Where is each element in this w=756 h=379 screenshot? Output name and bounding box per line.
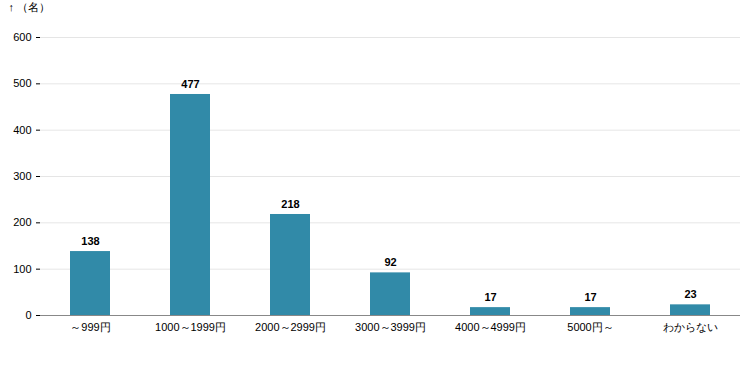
svg-text:23: 23 xyxy=(684,288,696,300)
svg-text:↑ （名）: ↑ （名） xyxy=(9,1,51,13)
svg-text:100: 100 xyxy=(13,263,31,275)
svg-text:477: 477 xyxy=(181,78,199,90)
svg-text:～999円: ～999円 xyxy=(70,321,110,333)
svg-text:わからない: わからない xyxy=(663,321,718,333)
svg-text:4000～4999円: 4000～4999円 xyxy=(455,321,526,333)
svg-text:200: 200 xyxy=(13,216,31,228)
svg-text:92: 92 xyxy=(384,256,396,268)
svg-text:5000円～: 5000円～ xyxy=(567,321,613,333)
svg-text:3000～3999円: 3000～3999円 xyxy=(355,321,426,333)
svg-text:1000～1999円: 1000～1999円 xyxy=(155,321,226,333)
svg-text:138: 138 xyxy=(81,235,99,247)
svg-text:0: 0 xyxy=(25,309,31,321)
svg-text:17: 17 xyxy=(484,291,496,303)
svg-text:17: 17 xyxy=(584,291,596,303)
svg-text:400: 400 xyxy=(13,124,31,136)
svg-text:2000～2999円: 2000～2999円 xyxy=(255,321,326,333)
svg-text:300: 300 xyxy=(13,170,31,182)
svg-text:218: 218 xyxy=(281,198,299,210)
svg-text:500: 500 xyxy=(13,77,31,89)
svg-text:600: 600 xyxy=(13,31,31,43)
